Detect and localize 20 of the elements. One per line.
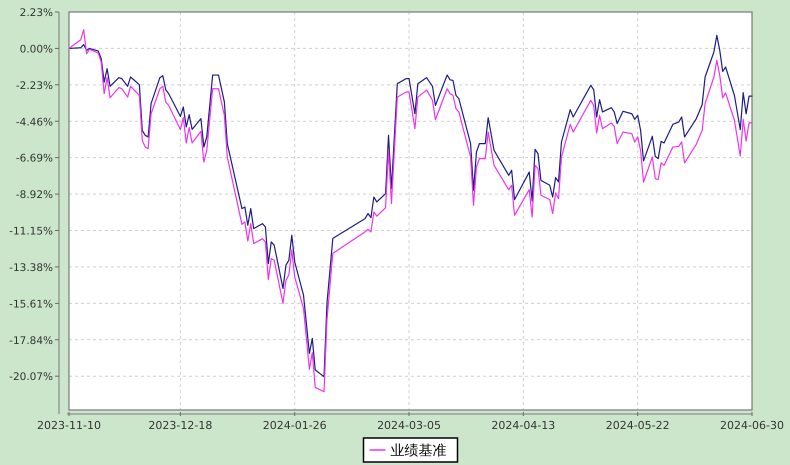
x-tick-label: 2023-12-18	[148, 419, 212, 432]
y-tick-label: -20.07%	[9, 371, 54, 384]
y-tick-label: -6.69%	[16, 152, 54, 165]
x-tick-label: 2023-11-10	[37, 419, 101, 432]
legend: 业绩基准	[362, 437, 458, 463]
y-tick-label: -11.15%	[9, 226, 54, 238]
legend-label: 业绩基准	[390, 443, 446, 459]
x-tick-label: 2024-06-30	[720, 419, 784, 432]
x-tick-label: 2024-05-22	[606, 419, 670, 432]
y-tick-label: -2.23%	[16, 80, 54, 92]
y-tick-label: 0.00%	[20, 43, 54, 56]
y-tick-label: -8.92%	[16, 189, 54, 202]
y-tick-label: -4.46%	[16, 116, 54, 128]
y-tick-label: -15.61%	[9, 298, 54, 310]
x-tick-label: 2024-03-05	[377, 419, 442, 432]
y-tick-label: 2.23%	[20, 7, 54, 19]
x-tick-label: 2024-01-26	[262, 419, 327, 432]
x-tick-label: 2024-04-13	[491, 419, 556, 432]
y-tick-label: -13.38%	[9, 262, 54, 274]
y-tick-label: -17.84%	[9, 334, 54, 347]
